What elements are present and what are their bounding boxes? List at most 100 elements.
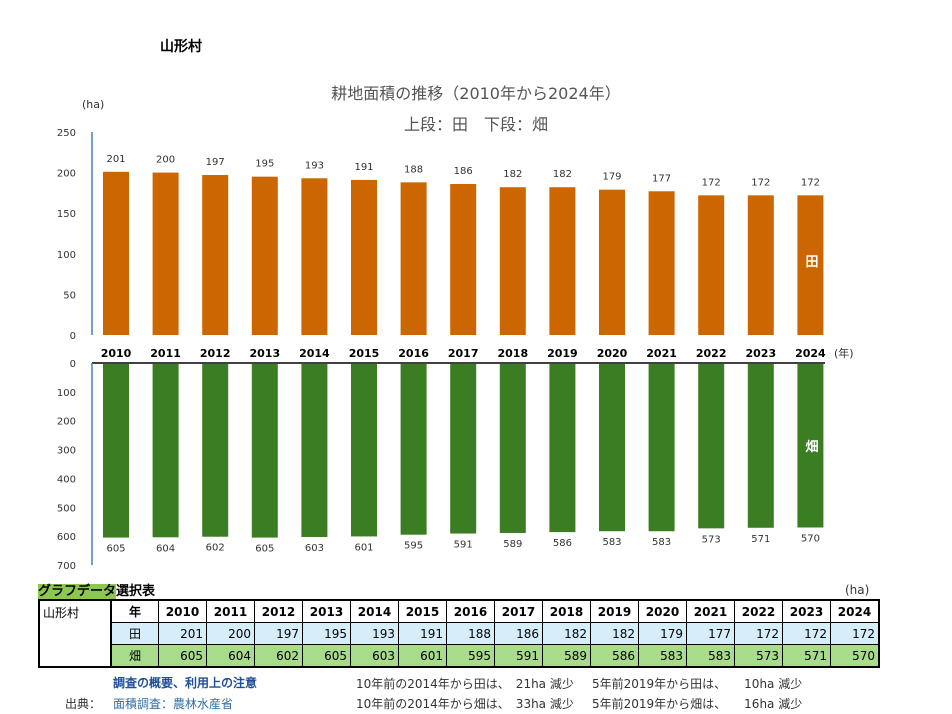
bar-hata-2021 bbox=[648, 364, 675, 532]
bar-hata-2024 bbox=[797, 364, 824, 528]
table-cell-hata: 604 bbox=[206, 644, 255, 668]
table-header-year: 年 bbox=[110, 599, 159, 623]
table-header-cell: 2021 bbox=[686, 599, 735, 623]
table-cell-hata: 591 bbox=[494, 644, 543, 668]
x-tick-label: 2017 bbox=[448, 347, 479, 360]
data-label-ta: 182 bbox=[503, 169, 522, 180]
bar-ta-2017 bbox=[450, 183, 477, 335]
data-label-hata: 605 bbox=[106, 544, 125, 555]
chart-subtitle: 上段：田 下段：畑 bbox=[403, 115, 548, 134]
table-title: グラフデータ選択表 bbox=[38, 580, 155, 599]
table-cell-hata: 605 bbox=[158, 644, 207, 668]
bar-ta-2011 bbox=[152, 172, 179, 335]
data-label-hata: 595 bbox=[404, 541, 423, 552]
data-label-hata: 605 bbox=[255, 544, 274, 555]
x-tick-label: 2011 bbox=[150, 347, 181, 360]
data-table: 山形村年 2010 2011 2012 2013 2014 2015 2016 2017 2018… bbox=[38, 599, 880, 668]
x-tick-label: 2021 bbox=[646, 347, 677, 360]
bar-ta-2024 bbox=[797, 195, 824, 335]
x-tick-label: 2023 bbox=[745, 347, 776, 360]
table-header-cell: 2022 bbox=[734, 599, 783, 623]
x-axis-label: (年) bbox=[834, 346, 854, 360]
table-cell-hata: 571 bbox=[782, 644, 831, 668]
x-tick-label: 2015 bbox=[349, 347, 380, 360]
table-title-highlight: グラフデータ bbox=[38, 584, 117, 599]
survey-notes-link[interactable]: 調査の概要、利用上の注意 bbox=[113, 676, 258, 690]
data-label-ta: 201 bbox=[106, 154, 125, 165]
bar-hata-2014 bbox=[301, 364, 328, 538]
table-cell-ta: 182 bbox=[590, 622, 639, 645]
table-cell-ta: 172 bbox=[734, 622, 783, 645]
table-cell-hata: 595 bbox=[446, 644, 495, 668]
bar-ta-2019 bbox=[549, 187, 576, 335]
data-label-hata: 571 bbox=[751, 534, 770, 545]
table-cell-ta: 191 bbox=[398, 622, 447, 645]
data-label-hata: 573 bbox=[702, 534, 721, 545]
summary-hata-10yr: 10年前の2014年から畑は、 33ha 減少 bbox=[356, 697, 574, 711]
data-label-hata: 591 bbox=[454, 540, 473, 551]
y-axis-label: (ha) bbox=[82, 98, 104, 111]
x-tick-label: 2014 bbox=[299, 347, 330, 360]
data-label-ta: 179 bbox=[602, 172, 621, 183]
bar-ta-2012 bbox=[202, 175, 229, 335]
table-row: 山形村年 2010 2011 2012 2013 2014 2015 2016 2017 2018… bbox=[38, 599, 880, 668]
bar-hata-2012 bbox=[202, 364, 229, 537]
source-label: 出典： bbox=[65, 697, 102, 711]
table-cell-hata: 602 bbox=[254, 644, 303, 668]
data-label-ta: 195 bbox=[255, 159, 274, 170]
x-tick-label: 2010 bbox=[101, 347, 132, 360]
y-tick-label-2: 200 bbox=[57, 417, 76, 428]
data-label-hata: 603 bbox=[305, 543, 324, 554]
table-cell-hata: 601 bbox=[398, 644, 447, 668]
y-tick-label-2: 100 bbox=[57, 388, 76, 399]
bar-ta-2015 bbox=[351, 179, 377, 335]
y-tick-label-2: 0 bbox=[70, 359, 76, 370]
data-label-ta: 197 bbox=[206, 157, 225, 168]
table-cell-ta: 195 bbox=[302, 622, 351, 645]
table-cell-ta: 197 bbox=[254, 622, 303, 645]
bar-ta-2018 bbox=[499, 187, 526, 335]
data-label-hata: 601 bbox=[354, 542, 373, 553]
bar-hata-2019 bbox=[549, 364, 576, 533]
table-cell-ta: 186 bbox=[494, 622, 543, 645]
data-label-hata: 570 bbox=[801, 533, 820, 544]
table-title-rest: 選択表 bbox=[116, 584, 156, 599]
data-label-hata: 586 bbox=[553, 538, 572, 549]
source-link[interactable]: 面積調査：農林水産省 bbox=[113, 697, 234, 711]
table-cell-hata: 586 bbox=[590, 644, 639, 668]
y-tick-label: 200 bbox=[57, 169, 76, 180]
series-label-hata: 畑 bbox=[805, 440, 818, 455]
y-tick-label: 250 bbox=[57, 128, 76, 139]
x-tick-label: 2019 bbox=[547, 347, 578, 360]
bar-hata-2011 bbox=[152, 364, 179, 538]
x-tick-label: 2016 bbox=[398, 347, 429, 360]
table-cell-hata: 605 bbox=[302, 644, 351, 668]
table-cell-ta: 200 bbox=[206, 622, 255, 645]
bar-ta-2013 bbox=[251, 176, 278, 335]
table-cell-ta: 201 bbox=[158, 622, 207, 645]
data-label-hata: 583 bbox=[652, 537, 671, 548]
bar-ta-2023 bbox=[747, 195, 774, 335]
table-header-cell: 2018 bbox=[542, 599, 591, 623]
data-label-ta: 186 bbox=[454, 166, 473, 177]
bar-hata-2022 bbox=[698, 364, 725, 529]
y-tick-label-2: 700 bbox=[57, 561, 76, 572]
table-cell-ta: 179 bbox=[638, 622, 687, 645]
table-cell-hata: 589 bbox=[542, 644, 591, 668]
bar-hata-2020 bbox=[599, 364, 625, 532]
table-unit: (ha) bbox=[845, 583, 870, 597]
table-cell-ta: 172 bbox=[830, 622, 880, 645]
table-row: 田 201 200 197 195 193 191 188 186 182 182 179 177 172… bbox=[39, 622, 880, 645]
data-label-ta: 193 bbox=[305, 160, 324, 171]
table-header-cell: 2012 bbox=[254, 599, 303, 623]
table-header-cell: 2014 bbox=[350, 599, 399, 623]
table-row-label-ta: 田 bbox=[110, 622, 159, 645]
y-tick-label-2: 400 bbox=[57, 474, 76, 485]
table-header-cell: 2010 bbox=[158, 599, 207, 623]
bar-ta-2021 bbox=[648, 191, 675, 335]
table-header-cell: 2016 bbox=[446, 599, 495, 623]
data-label-hata: 602 bbox=[206, 543, 225, 554]
table-village-cell: 山形村 bbox=[38, 599, 112, 668]
table-cell-ta: 177 bbox=[686, 622, 735, 645]
